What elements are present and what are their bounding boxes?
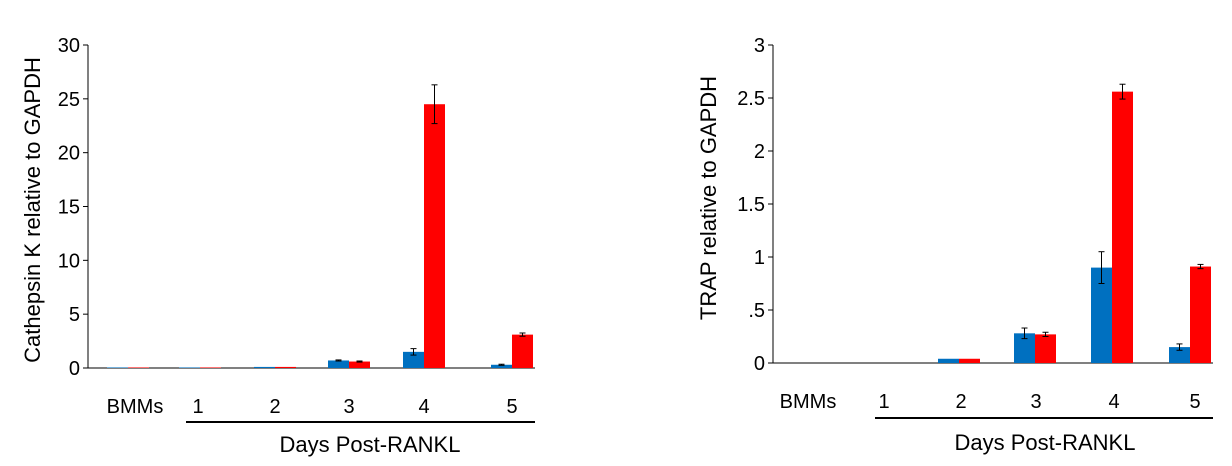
- chart-2-category-label: 4: [1108, 391, 1119, 413]
- chart-1-xlabel: Days Post-RANKL: [280, 432, 461, 457]
- chart-2-category-label: 3: [1030, 391, 1041, 413]
- chart-1-category-label: 1: [192, 396, 203, 418]
- chart-1-bar-series1-4: [403, 351, 424, 368]
- chart-1-ytick-label: 10: [58, 250, 80, 272]
- chart-1-category-label: BMMs: [107, 396, 164, 418]
- chart-2-xlabel: Days Post-RANKL: [955, 430, 1136, 455]
- chart-1-bar-series2-1: [200, 367, 221, 368]
- chart-1-ytick-label: 30: [58, 35, 80, 57]
- chart-2-bar-series2-2: [959, 358, 980, 363]
- chart-1-bar-series2-BMMs: [128, 367, 149, 368]
- chart-2-ytick-label: .5: [748, 300, 765, 322]
- chart-1-ytick-label: 20: [58, 143, 80, 165]
- chart-2-category-label: 1: [878, 391, 889, 413]
- chart-1-ytick-label: 0: [69, 358, 80, 380]
- chart-2-ytick-label: 1: [754, 247, 765, 269]
- chart-1-bar-series1-5: [491, 364, 512, 368]
- chart-1-bar-series1-BMMs: [107, 367, 128, 368]
- chart-1-bar-series2-3: [349, 361, 370, 368]
- chart-2-bar-series2-5: [1190, 266, 1211, 363]
- chart-2-bar-series1-3: [1014, 333, 1035, 363]
- chart-1-ytick-label: 5: [69, 304, 80, 326]
- chart-2-ytick-label: 2.5: [737, 88, 765, 110]
- chart-1-bar-series2-4: [424, 104, 445, 368]
- chart-2: TRAP relative to GAPDH 0 .5 1 1.5 2 2.5 3 BMMs…: [696, 35, 1213, 455]
- chart-2-bar-series2-3: [1035, 334, 1056, 363]
- chart-1-category-label: 3: [343, 396, 354, 418]
- chart-2-bar-series1-5: [1169, 347, 1190, 363]
- chart-1-bar-series1-1: [179, 367, 200, 368]
- chart-1-bar-series1-2: [254, 366, 275, 368]
- chart-1-bar-series2-5: [512, 334, 533, 368]
- chart-1-ylabel: Cathepsin K relative to GAPDH: [20, 57, 45, 363]
- chart-2-bar-series1-4: [1091, 267, 1112, 363]
- chart-1-ytick-label: 15: [58, 197, 80, 219]
- chart-2-ytick-label: 3: [754, 35, 765, 57]
- chart-2-bar-series2-4: [1112, 91, 1133, 363]
- chart-1-bar-series2-2: [275, 366, 296, 368]
- chart-1-category-label: 5: [506, 396, 517, 418]
- chart-2-ytick-label: 2: [754, 141, 765, 163]
- chart-2-ytick-label: 0: [754, 353, 765, 375]
- chart-2-bar-series1-2: [938, 358, 959, 363]
- chart-1-category-label: 4: [418, 396, 429, 418]
- chart-2-category-label: 5: [1189, 391, 1200, 413]
- chart-2-ytick-label: 1.5: [737, 194, 765, 216]
- chart-2-ylabel: TRAP relative to GAPDH: [696, 76, 721, 320]
- chart-1-category-label: 2: [269, 396, 280, 418]
- chart-2-category-label: BMMs: [780, 391, 837, 413]
- chart-1-bar-series1-3: [328, 360, 349, 368]
- chart-2-category-label: 2: [955, 391, 966, 413]
- chart-1-ytick-label: 25: [58, 89, 80, 111]
- chart-1: Cathepsin K relative to GAPDH 0510152025…: [20, 35, 535, 457]
